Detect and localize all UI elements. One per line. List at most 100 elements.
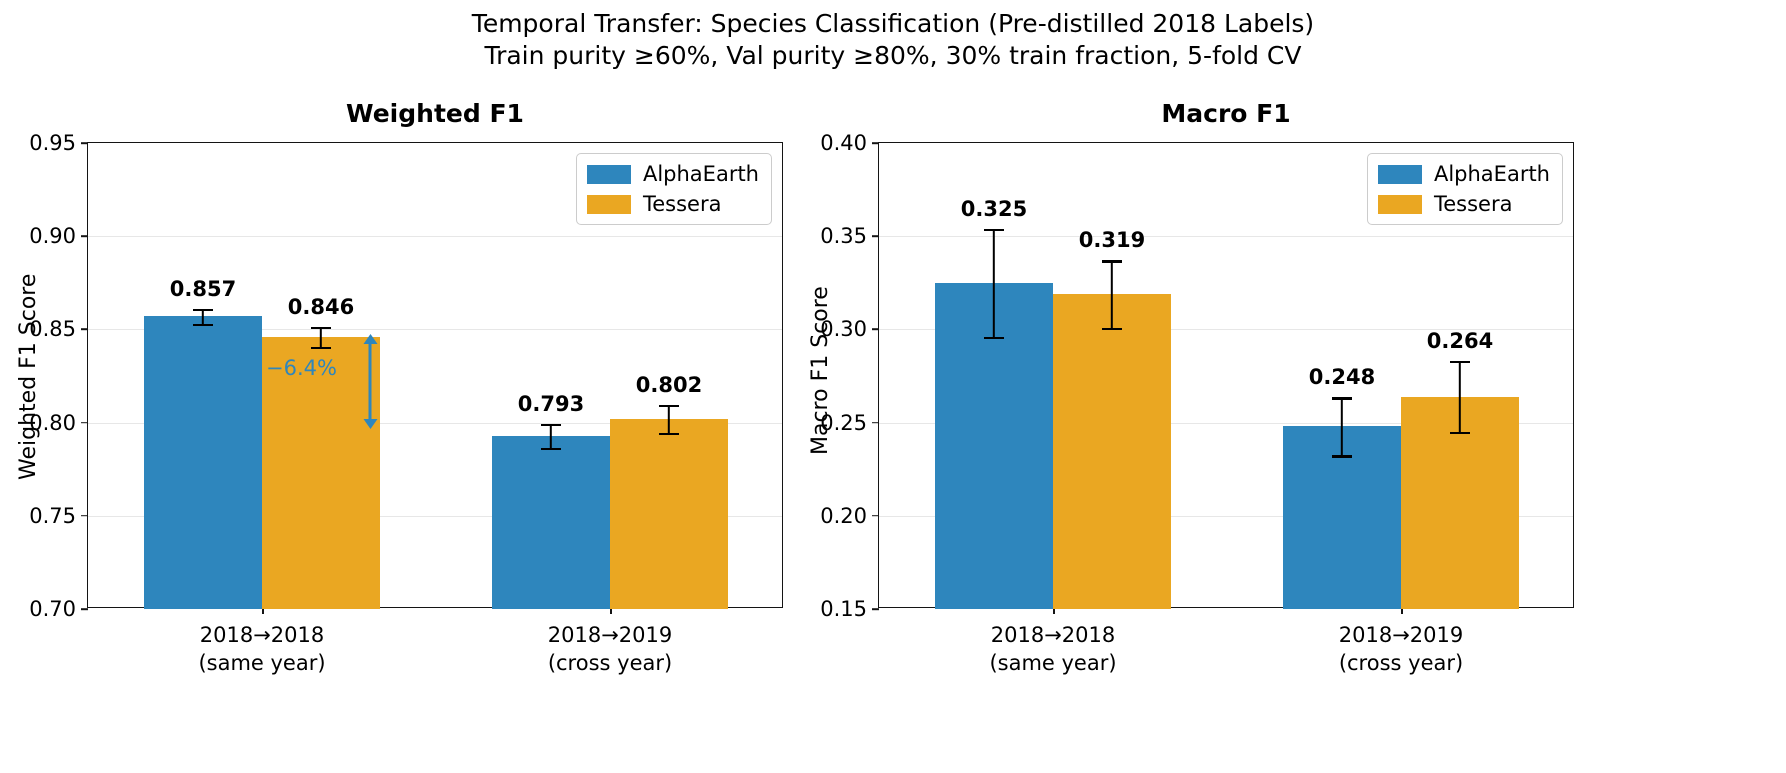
bar-value-label: 0.264 bbox=[1426, 329, 1494, 354]
gridline bbox=[88, 515, 782, 517]
error-bar bbox=[319, 326, 323, 348]
bar-alphaearth-group1[interactable] bbox=[492, 435, 610, 609]
bar-value-label: 0.846 bbox=[287, 294, 355, 319]
error-bar bbox=[1110, 260, 1114, 328]
x-axis-tick bbox=[1053, 607, 1055, 614]
figure-suptitle: Temporal Transfer: Species Classificatio… bbox=[471, 9, 1315, 70]
x-axis-tick-label: 2018→2019 (cross year) bbox=[1338, 623, 1464, 675]
arrow-head-up bbox=[363, 334, 377, 345]
y-axis-tick-label: 0.75 bbox=[29, 503, 76, 528]
y-axis-tick bbox=[81, 421, 88, 424]
y-axis-tick-label: 0.70 bbox=[29, 597, 76, 621]
error-bar-cap bbox=[984, 336, 1004, 340]
arrow-head-down bbox=[363, 419, 377, 430]
y-axis-tick bbox=[81, 515, 88, 517]
y-axis-label-left: Weighted F1 Score bbox=[16, 273, 41, 480]
y-axis-tick bbox=[81, 142, 88, 144]
bar-value-label: 0.248 bbox=[1308, 365, 1376, 390]
gridline bbox=[879, 329, 1573, 331]
bar-value-label: 0.793 bbox=[517, 391, 585, 416]
y-axis-tick bbox=[872, 515, 879, 517]
y-axis-tick-label: 0.95 bbox=[29, 131, 76, 155]
error-bar-cap bbox=[193, 308, 213, 312]
y-axis-tick bbox=[81, 328, 88, 331]
error-bar-cap bbox=[1450, 361, 1470, 364]
y-axis-label-right: Macro F1 Score bbox=[808, 286, 833, 455]
error-bar bbox=[549, 423, 553, 448]
subplot-title-left: Weighted F1 bbox=[346, 99, 524, 128]
legend: AlphaEarth Tessera bbox=[575, 153, 772, 225]
error-bar-cap bbox=[659, 432, 679, 436]
x-axis-tick bbox=[262, 607, 264, 614]
y-axis-tick bbox=[872, 328, 879, 331]
error-bar-cap bbox=[541, 423, 561, 426]
subplot-title-right: Macro F1 bbox=[1161, 99, 1291, 128]
error-bar bbox=[667, 404, 671, 433]
gridline bbox=[88, 422, 782, 424]
legend-swatch-alphaearth bbox=[1377, 164, 1422, 184]
error-bar-cap bbox=[659, 404, 679, 408]
subplot-macro-f1: Macro F1 0.15 0.20 0.25 0.30 0.35 0.40 2018→20… bbox=[820, 99, 1574, 675]
error-bar-cap bbox=[1102, 260, 1122, 263]
y-axis-tick bbox=[872, 421, 879, 424]
error-bar-cap bbox=[1332, 397, 1352, 400]
y-axis-tick-label: 0.15 bbox=[820, 597, 867, 621]
gridline bbox=[879, 422, 1573, 424]
error-bar-cap bbox=[193, 323, 213, 327]
arrow-shaft bbox=[368, 342, 372, 422]
legend-swatch-alphaearth bbox=[586, 164, 631, 184]
error-bar-cap bbox=[984, 228, 1004, 232]
error-bar-cap bbox=[311, 326, 331, 329]
subplot-weighted-f1: Weighted F1 0.70 0.75 0.80 0.85 0.90 0.95 2018… bbox=[29, 99, 783, 675]
x-axis-tick-label: 2018→2019 (cross year) bbox=[547, 623, 673, 675]
gridline bbox=[879, 515, 1573, 517]
y-axis-tick bbox=[872, 142, 879, 144]
bar-value-label: 0.802 bbox=[635, 372, 703, 397]
legend-swatch-tessera bbox=[586, 194, 631, 214]
y-axis-tick-label: 0.85 bbox=[29, 317, 76, 342]
legend-label: AlphaEarth bbox=[1433, 162, 1550, 186]
gridline bbox=[879, 236, 1573, 238]
bar-tessera-group0[interactable] bbox=[1053, 293, 1171, 609]
error-bar-cap bbox=[311, 347, 331, 350]
y-axis-tick bbox=[872, 235, 879, 237]
delta-annotation-arrow bbox=[363, 334, 377, 430]
error-bar bbox=[1340, 397, 1344, 456]
y-axis-tick-label: 0.40 bbox=[820, 131, 867, 155]
x-axis-tick bbox=[1401, 607, 1403, 614]
gridline bbox=[88, 236, 782, 238]
error-bar-cap bbox=[541, 447, 561, 451]
y-axis-tick-label: 0.35 bbox=[820, 224, 867, 249]
bar-tessera-group0[interactable] bbox=[262, 336, 380, 609]
legend-item-tessera[interactable]: Tessera bbox=[586, 192, 759, 216]
y-axis-tick bbox=[81, 235, 88, 237]
error-bar bbox=[201, 308, 205, 324]
legend-label: Tessera bbox=[1433, 192, 1513, 216]
y-axis-tick bbox=[872, 608, 879, 610]
legend-item-alphaearth[interactable]: AlphaEarth bbox=[586, 162, 759, 186]
legend-swatch-tessera bbox=[1377, 194, 1422, 214]
y-axis-tick bbox=[81, 608, 88, 610]
legend-label: Tessera bbox=[642, 192, 722, 216]
x-axis-tick-label: 2018→2018 (same year) bbox=[198, 623, 326, 675]
legend-item-alphaearth[interactable]: AlphaEarth bbox=[1377, 162, 1550, 186]
y-axis-tick-label: 0.80 bbox=[29, 410, 76, 435]
bar-tessera-group1[interactable] bbox=[610, 418, 728, 609]
error-bar bbox=[1458, 361, 1462, 432]
y-axis-tick-label: 0.90 bbox=[29, 224, 76, 249]
bar-alphaearth-group0[interactable] bbox=[144, 316, 262, 609]
y-axis-tick-label: 0.30 bbox=[820, 317, 867, 342]
y-axis-tick-label: 0.20 bbox=[820, 503, 867, 528]
y-axis-tick-label: 0.25 bbox=[820, 410, 867, 435]
legend-label: AlphaEarth bbox=[642, 162, 759, 186]
x-axis-tick-label: 2018→2018 (same year) bbox=[989, 623, 1117, 675]
bar-value-label: 0.325 bbox=[960, 196, 1028, 221]
legend-item-tessera[interactable]: Tessera bbox=[1377, 192, 1550, 216]
bar-value-label: 0.857 bbox=[169, 276, 237, 301]
x-axis-tick bbox=[610, 607, 612, 614]
bar-value-label: 0.319 bbox=[1078, 228, 1146, 253]
error-bar-cap bbox=[1332, 455, 1352, 458]
error-bar bbox=[992, 228, 996, 337]
error-bar-cap bbox=[1450, 431, 1470, 435]
